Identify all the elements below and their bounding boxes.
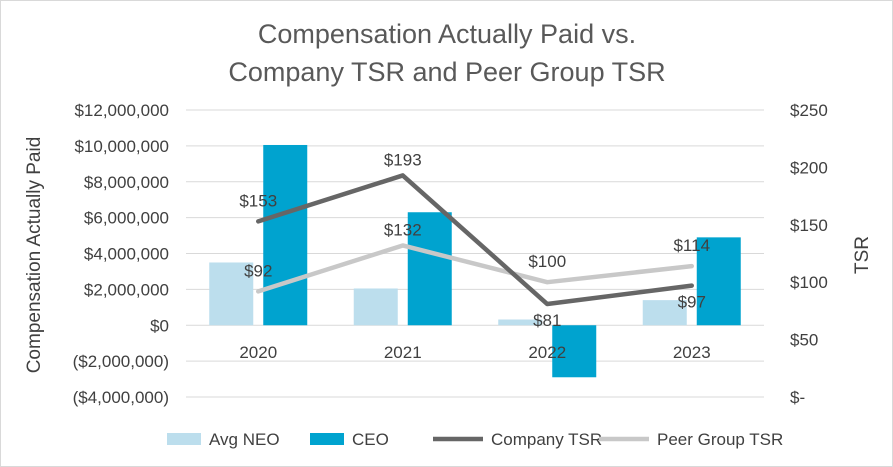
data-label-company-tsr: $81 <box>533 311 561 330</box>
left-tick-label: ($4,000,000) <box>73 388 169 407</box>
tsr-lines <box>256 173 694 307</box>
data-label-company-tsr: $97 <box>678 293 706 312</box>
left-tick-label: $4,000,000 <box>84 245 169 264</box>
right-axis-title: TSR <box>852 236 873 274</box>
data-label-peer-group-tsr: $100 <box>528 252 566 271</box>
legend-swatch-ceo <box>310 433 344 445</box>
bar-ceo <box>407 212 452 326</box>
bar-avg-neo <box>353 288 398 326</box>
right-tick-label: $- <box>790 388 805 407</box>
bar-ceo <box>696 237 741 326</box>
category-labels: 2020 2021 2022 2023 <box>239 343 710 362</box>
data-label-company-tsr: $193 <box>384 150 422 169</box>
bar-avg-neo <box>498 319 543 326</box>
left-tick-label: $8,000,000 <box>84 173 169 192</box>
data-label-company-tsr: $153 <box>239 191 277 210</box>
category-label: 2023 <box>673 343 711 362</box>
left-tick-label: $2,000,000 <box>84 280 169 299</box>
data-labels: $153 $193 $81 $97 $92 $132 $100 $114 <box>239 150 710 330</box>
bars <box>209 144 741 378</box>
data-label-peer-group-tsr: $132 <box>384 220 422 239</box>
left-tick-label: $10,000,000 <box>74 137 169 156</box>
right-tick-label: $150 <box>790 216 828 235</box>
bar-avg-neo <box>642 300 687 326</box>
right-tick-label: $50 <box>790 331 818 350</box>
legend-label-company-tsr: Company TSR <box>491 430 602 449</box>
line-company-tsr <box>256 173 694 307</box>
right-tick-label: $200 <box>790 158 828 177</box>
right-axis-ticks: $250 $200 $150 $100 $50 $- <box>790 101 828 407</box>
left-tick-label: $6,000,000 <box>84 209 169 228</box>
line-peer-group-tsr <box>256 243 694 294</box>
data-label-peer-group-tsr: $92 <box>244 261 272 280</box>
legend-label-ceo: CEO <box>352 430 389 449</box>
left-tick-label: $12,000,000 <box>74 101 169 120</box>
legend: Avg NEO CEO Company TSR Peer Group TSR <box>167 430 783 449</box>
legend-label-peer-group-tsr: Peer Group TSR <box>657 430 783 449</box>
right-tick-label: $250 <box>790 101 828 120</box>
left-axis-title: Compensation Actually Paid <box>24 137 45 374</box>
bar-ceo <box>263 144 308 326</box>
bar-avg-neo <box>209 262 254 326</box>
legend-label-avg-neo: Avg NEO <box>209 430 280 449</box>
category-label: 2022 <box>528 343 566 362</box>
chart-title-line-2: Company TSR and Peer Group TSR <box>228 57 665 87</box>
left-axis-ticks: $12,000,000 $10,000,000 $8,000,000 $6,000,0… <box>73 101 169 407</box>
left-tick-label: $0 <box>150 316 169 335</box>
legend-swatch-avg-neo <box>167 433 201 445</box>
left-tick-label: ($2,000,000) <box>73 352 169 371</box>
category-label: 2021 <box>384 343 422 362</box>
chart-title-line-1: Compensation Actually Paid vs. <box>258 19 636 49</box>
data-label-peer-group-tsr: $114 <box>673 236 710 255</box>
bar-ceo <box>552 325 597 378</box>
category-label: 2020 <box>239 343 277 362</box>
right-tick-label: $100 <box>790 273 828 292</box>
